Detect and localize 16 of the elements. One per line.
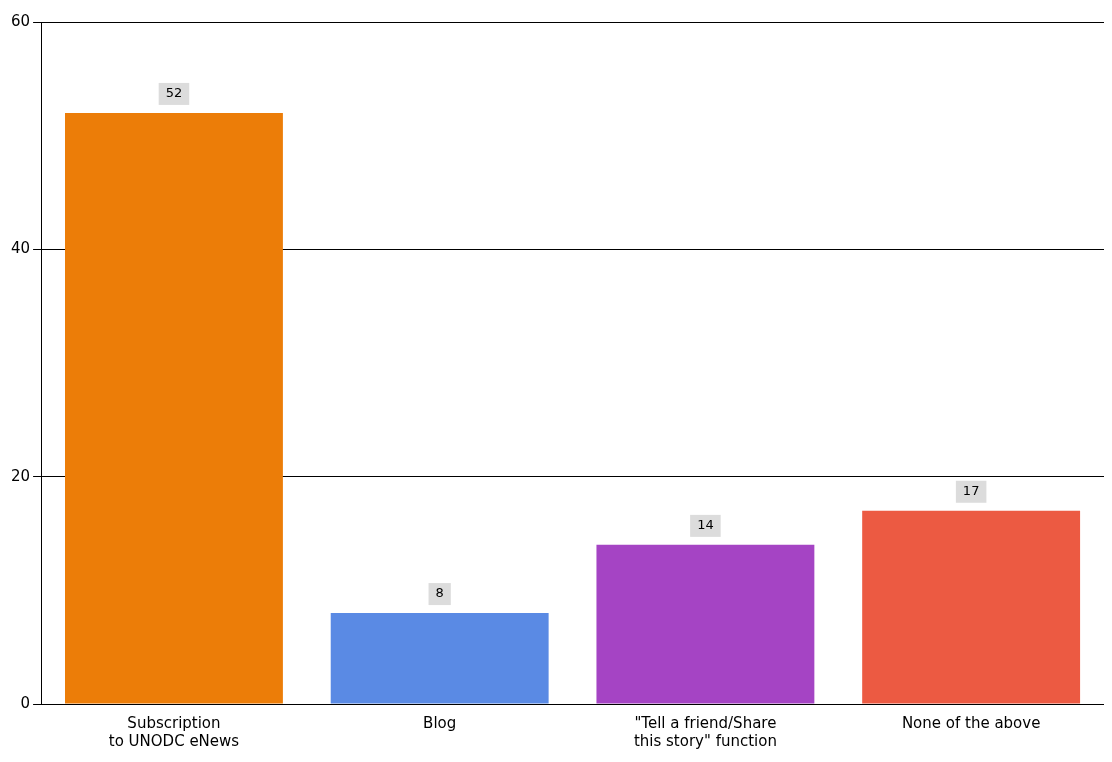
data-label: 8 [435,585,444,601]
bar [330,613,549,704]
bar [65,112,283,704]
bar [596,544,815,704]
y-tick-label: 40 [10,239,31,258]
data-label: 17 [962,483,980,499]
y-tick-label: 0 [20,693,31,712]
y-tick-label: 60 [10,11,31,30]
data-label: 14 [697,517,714,533]
x-tick-label: None of the above [901,713,1041,732]
data-label: 52 [165,85,183,101]
x-tick-label: Subscription to UNODC eNews [108,713,240,750]
x-tick-label: Blog [423,713,457,732]
y-tick-label: 20 [10,466,31,485]
x-tick-label: "Tell a friend/Share this story" function [633,713,777,750]
bar [862,510,1081,704]
